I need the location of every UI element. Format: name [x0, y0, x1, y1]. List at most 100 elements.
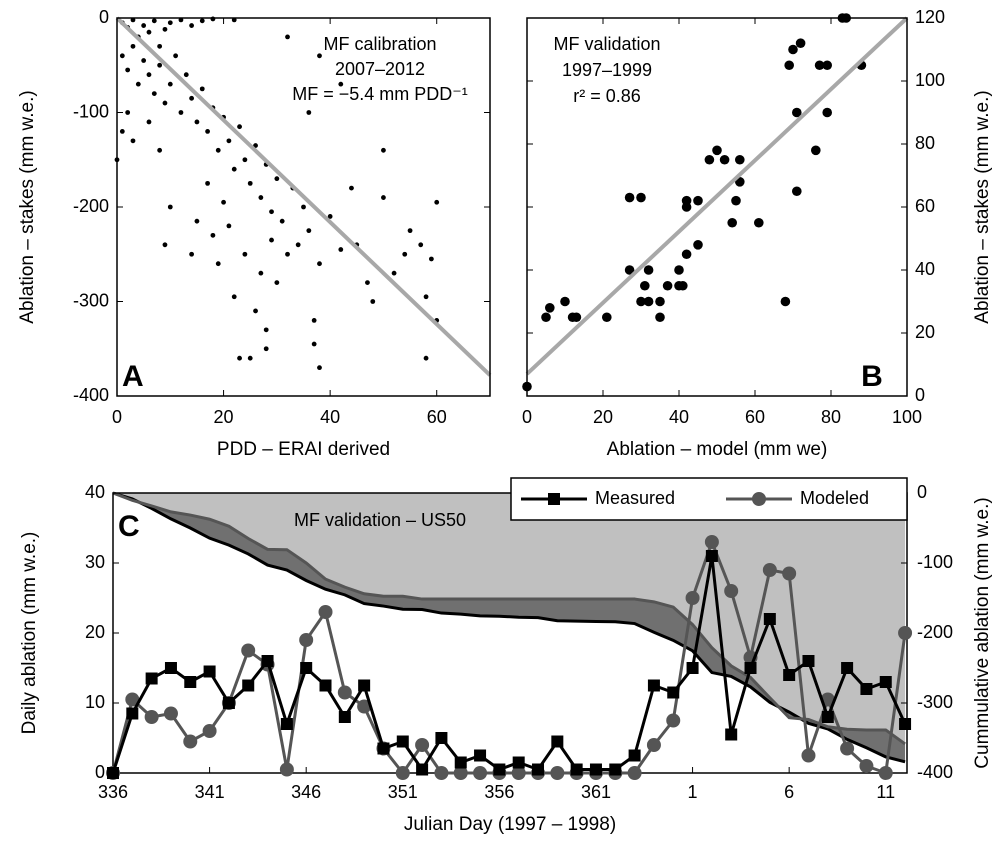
fit-line: [115, 16, 492, 377]
y2-tick-label: -100: [917, 552, 953, 572]
point: [167, 20, 173, 26]
marker: [474, 749, 487, 762]
y-tick-label: 30: [85, 552, 105, 572]
point: [735, 154, 745, 165]
point: [247, 355, 253, 361]
point: [571, 312, 582, 323]
point: [423, 355, 429, 361]
x-tick-label: 0: [522, 407, 532, 427]
point: [199, 18, 205, 24]
point: [210, 232, 216, 238]
marker: [551, 735, 564, 748]
y-tick-label: 10: [85, 692, 105, 712]
marker: [107, 767, 119, 779]
marker: [550, 766, 565, 780]
y-tick-label: -400: [73, 385, 109, 405]
point: [146, 29, 152, 35]
point: [624, 265, 635, 275]
point: [370, 299, 376, 304]
point: [263, 327, 269, 333]
panel-label: B: [861, 360, 883, 393]
annotation: r² = 0.86: [573, 86, 641, 106]
x-tick-label: 336: [98, 782, 128, 802]
point: [146, 119, 152, 125]
y-tick-label: 0: [95, 762, 105, 782]
y-axis-label: Ablation – stakes (mm w.e.): [972, 90, 993, 323]
point: [231, 294, 237, 300]
marker: [532, 763, 545, 776]
marker: [396, 735, 409, 748]
panel-label: C: [118, 510, 140, 543]
point: [306, 110, 312, 115]
y-tick-label: 20: [915, 322, 935, 342]
point: [678, 280, 688, 291]
point: [189, 23, 195, 28]
x-tick-label: 11: [876, 782, 895, 802]
marker: [337, 685, 352, 700]
marker: [434, 766, 449, 780]
marker: [666, 713, 681, 728]
point: [162, 100, 168, 106]
point: [269, 209, 274, 215]
point: [215, 147, 221, 153]
point: [295, 242, 301, 248]
point: [306, 228, 312, 234]
marker: [125, 692, 140, 707]
point: [381, 195, 386, 200]
point: [655, 296, 665, 307]
y-axis-label: Daily ablation (mm w.e.): [19, 532, 40, 735]
y-tick-label: 100: [915, 70, 945, 90]
point: [242, 251, 248, 257]
point: [365, 280, 370, 285]
point: [731, 195, 741, 206]
marker: [628, 749, 641, 762]
y-tick-label: 40: [85, 482, 105, 502]
annotation: MF validation – US50: [294, 510, 466, 530]
marker: [646, 738, 661, 752]
legend-label: Measured: [595, 488, 675, 508]
point: [119, 53, 125, 59]
point: [194, 218, 200, 224]
point: [146, 72, 152, 78]
point: [602, 312, 612, 323]
point: [263, 346, 269, 352]
point: [317, 365, 322, 371]
annotation: 1997–1999: [562, 60, 652, 80]
marker: [357, 699, 372, 714]
marker: [202, 724, 217, 738]
point: [226, 223, 232, 229]
point: [795, 38, 806, 48]
marker: [878, 766, 893, 780]
y-tick-label: 60: [915, 196, 935, 216]
marker: [879, 676, 892, 688]
point: [151, 91, 157, 96]
point: [338, 247, 344, 252]
point: [130, 43, 136, 49]
marker: [164, 662, 177, 674]
point: [183, 72, 189, 78]
point: [754, 217, 764, 228]
legend-marker: [548, 493, 560, 505]
marker: [647, 679, 660, 692]
marker: [685, 591, 700, 605]
point: [402, 251, 408, 257]
marker: [144, 710, 159, 724]
point: [784, 60, 794, 71]
marker: [454, 756, 467, 769]
marker: [686, 662, 699, 674]
marker: [319, 679, 332, 692]
point: [167, 204, 173, 210]
legend-marker: [752, 492, 766, 506]
point: [327, 214, 333, 219]
point: [258, 195, 264, 200]
point: [643, 265, 654, 275]
y-tick-label: 0: [99, 7, 109, 27]
marker: [453, 766, 468, 780]
point: [822, 107, 832, 118]
marker: [704, 535, 719, 549]
marker: [358, 679, 371, 692]
x-tick-label: 0: [112, 407, 122, 427]
point: [423, 294, 429, 300]
point: [167, 81, 173, 87]
marker: [183, 734, 198, 749]
